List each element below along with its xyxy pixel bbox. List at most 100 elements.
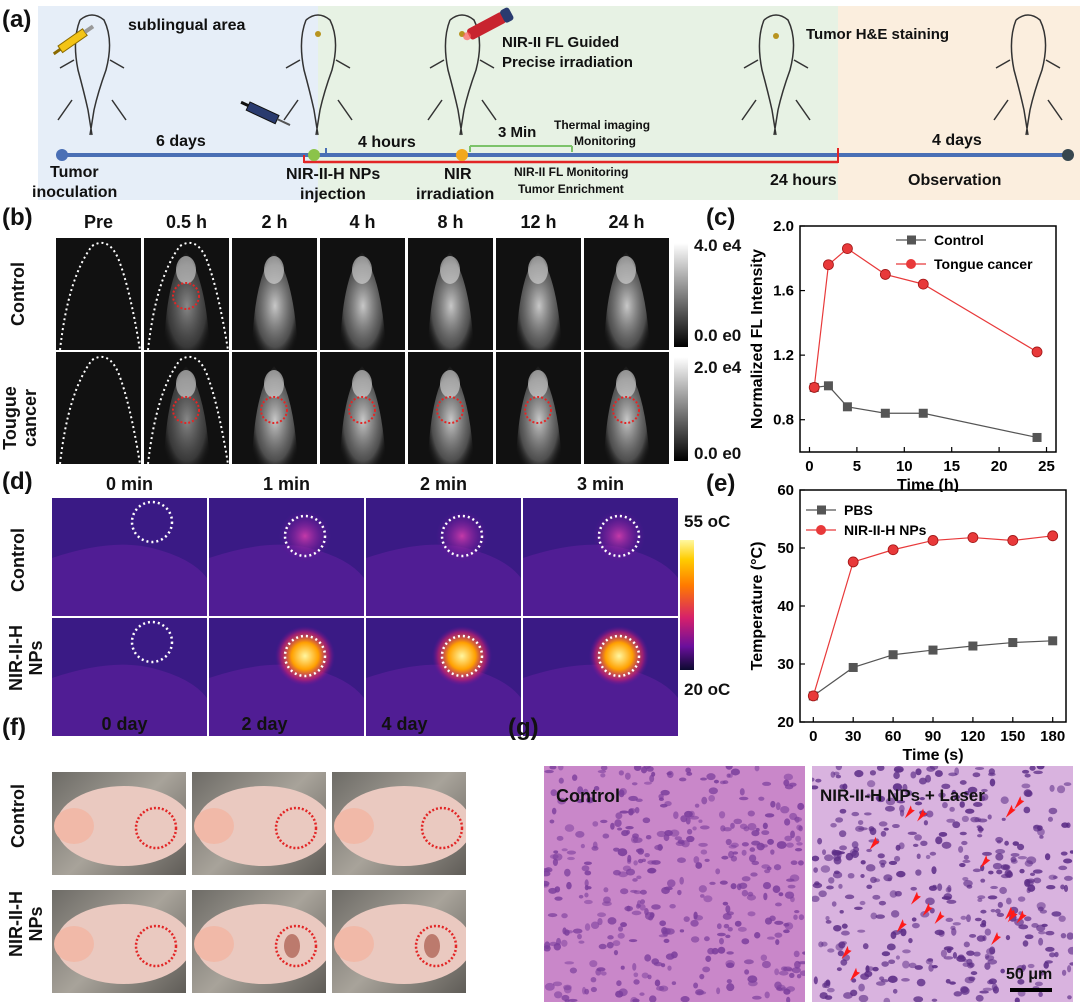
he-nucleus [665,953,675,960]
he-nucleus [796,974,802,979]
he-nucleus [776,841,787,849]
x-axis-label: Time (h) [897,477,959,492]
he-nucleus [630,996,638,1002]
he-nucleus [881,961,889,967]
he-nucleus [1021,964,1027,971]
he-nucleus [775,802,781,811]
he-nucleus [1063,884,1069,893]
he-nucleus [842,783,848,790]
he-nucleus [946,899,957,904]
apoptosis-arrow [1005,804,1016,818]
he-nucleus [838,830,847,838]
he-nucleus [817,837,823,845]
data-point [888,650,898,660]
he-nucleus [986,947,996,955]
he-nucleus [725,766,733,770]
he-nucleus [894,855,901,862]
he-nucleus [716,932,726,937]
he-nucleus [767,838,774,845]
he-nucleus [637,858,644,864]
he-nucleus [843,992,853,999]
he-nucleus [607,935,614,940]
he-nucleus [962,859,971,864]
he-nucleus [586,886,592,890]
legend-label: Tongue cancer [934,256,1033,272]
he-nucleus [635,848,643,853]
he-nucleus [780,987,788,991]
he-nucleus [937,883,943,892]
he-nucleus [612,940,621,947]
he-nucleus [1000,796,1009,805]
he-nucleus [1029,872,1036,877]
he-nucleus [651,771,656,777]
he-nucleus [977,827,984,832]
he-nucleus [617,827,623,831]
he-nucleus [880,979,889,983]
he-nucleus [952,952,958,959]
mouse-snout [176,256,196,284]
he-nucleus [597,917,603,926]
he-nucleus [654,844,664,851]
tumor-roi-circle [130,500,174,544]
colorbar-tongue [674,357,688,461]
panel-label-f: (f) [2,714,26,741]
row-label-d-nps-2: NPs [26,640,46,676]
he-nucleus [628,795,638,802]
time-label-d: 3 min [576,474,624,494]
he-nucleus [686,828,693,835]
he-nucleus [866,884,873,890]
he-nucleus [600,971,607,976]
label-tumor-enrichment: Tumor Enrichment [518,182,624,196]
he-nucleus [584,879,589,888]
he-nucleus [778,892,784,897]
he-nucleus [996,869,1003,875]
he-nucleus [1024,934,1034,940]
fl-image [408,238,493,350]
mouse-head-signal [604,252,650,350]
mouse-illustration-4 [741,14,811,136]
he-nucleus [858,983,865,992]
he-nucleus [590,921,600,929]
he-nucleus [1049,784,1055,792]
he-nucleus [1046,885,1056,890]
he-nucleus [725,934,731,939]
data-point [842,243,853,254]
he-nucleus [746,894,757,901]
tumor-roi-circle [440,634,484,678]
he-nucleus [905,790,913,796]
he-scale-bar [1010,988,1052,992]
he-nucleus [1005,934,1011,941]
he-nucleus [1067,946,1073,955]
mouse-thermal-body [366,544,521,616]
he-nucleus [899,809,905,817]
he-nucleus [992,862,1003,870]
label-irradiation: irradiation [416,186,495,203]
he-nucleus [578,894,584,899]
he-nucleus [578,940,585,944]
apoptosis-arrow [917,808,928,822]
he-nucleus [926,810,934,818]
he-nucleus [1017,843,1025,851]
he-nucleus [1069,962,1073,966]
he-nucleus [654,979,661,987]
he-nucleus [1012,841,1020,846]
fl-image [496,238,581,350]
he-nucleus [661,886,670,895]
he-nucleus [980,864,985,872]
he-nucleus [895,955,900,960]
legend-label: NIR-II-H NPs [844,522,927,538]
he-nucleus [1041,923,1048,927]
he-nucleus [1063,858,1073,864]
he-nucleus [722,913,732,920]
tumor-roi-circle [274,806,318,850]
label-fl-monitoring: NIR-II FL Monitoring [514,165,629,179]
thermal-image [366,618,521,736]
mouse-thermal-body [52,544,207,616]
he-nucleus [754,932,761,939]
he-scale-label: 50 μm [1006,966,1053,983]
he-nucleus [659,803,668,808]
he-nucleus [825,915,830,921]
he-nucleus [620,965,625,970]
he-nucleus [726,979,732,984]
he-nucleus [1031,923,1039,928]
